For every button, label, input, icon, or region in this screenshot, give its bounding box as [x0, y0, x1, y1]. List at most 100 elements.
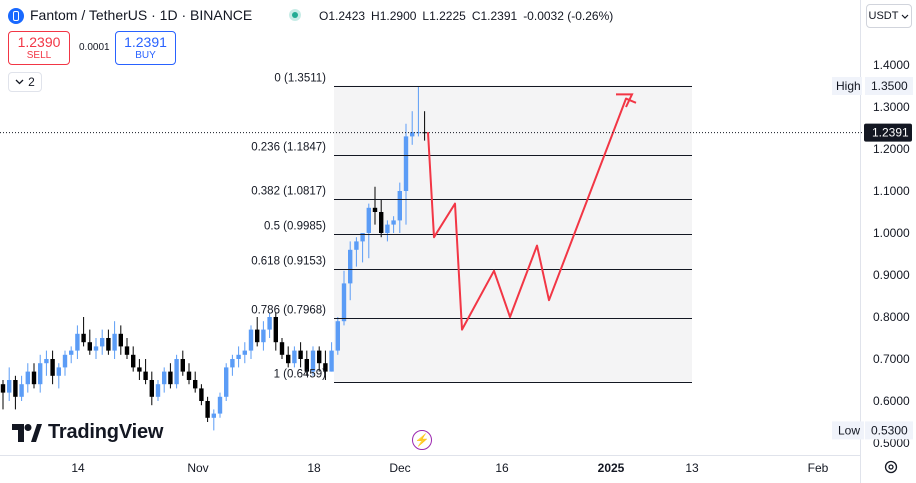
candle-body	[56, 367, 61, 376]
fib-level-label: 0.382 (1.0817)	[251, 186, 326, 198]
candle	[273, 312, 278, 351]
x-tick-label: Feb	[808, 461, 829, 475]
candle-body	[174, 359, 179, 385]
candle	[93, 338, 99, 359]
tradingview-logo-icon	[12, 423, 42, 442]
candle-body	[403, 136, 409, 191]
candle	[248, 325, 254, 359]
currency-selector[interactable]: USDT	[866, 4, 912, 28]
sell-button[interactable]: 1.2390 SELL	[8, 31, 70, 65]
candle	[217, 392, 223, 418]
tradingview-logo[interactable]: TradingView	[12, 421, 163, 444]
candle	[69, 346, 74, 364]
candle	[304, 350, 309, 376]
candle-body	[236, 354, 241, 359]
candle-body	[162, 371, 167, 385]
candle-body	[298, 350, 303, 359]
lightning-icon[interactable]: ⚡	[412, 430, 432, 450]
candle	[416, 86, 421, 137]
candle	[397, 182, 402, 233]
buy-button[interactable]: 1.2391 BUY	[115, 31, 176, 65]
high-marker-label: High	[836, 79, 861, 93]
candle	[193, 371, 198, 393]
candle	[124, 338, 130, 359]
candle-body	[348, 249, 353, 284]
high-marker-value: 1.3500	[871, 79, 908, 93]
candle-body	[186, 371, 192, 380]
candle	[168, 363, 173, 389]
candle-body	[31, 371, 37, 385]
candle-body	[397, 191, 402, 221]
candle	[422, 111, 427, 141]
candle	[7, 367, 12, 401]
candle-body	[379, 212, 384, 233]
y-tick-label: 0.6000	[873, 394, 910, 408]
candle	[224, 363, 229, 401]
x-tick-label: 2025	[598, 461, 625, 475]
candle-body	[292, 350, 297, 364]
candle-body	[137, 367, 142, 372]
candle	[180, 350, 185, 376]
candle-body	[416, 132, 421, 134]
fib-level-label: 0.786 (0.7968)	[251, 305, 326, 317]
y-tick-label: 1.1000	[873, 184, 910, 198]
candle-body	[310, 350, 316, 372]
low-marker-label: Low	[838, 423, 860, 437]
candle	[186, 363, 192, 385]
candle-body	[385, 224, 390, 233]
candle-body	[50, 359, 55, 376]
candle-body	[100, 338, 105, 347]
candle-body	[180, 359, 185, 372]
candle	[131, 346, 136, 372]
candle	[391, 216, 396, 233]
fib-level-label: 0.5 (0.9985)	[264, 221, 326, 233]
ohlc-change: -0.0032 (-0.26%)	[523, 9, 614, 23]
last-price-value: 1.2391	[872, 126, 909, 140]
ohlc-open: O1.2423	[319, 9, 366, 23]
candle-body	[341, 283, 347, 322]
candle-body	[255, 329, 260, 343]
x-tick-label: 14	[71, 461, 85, 475]
candle-body	[118, 333, 123, 347]
candle-body	[261, 329, 266, 343]
indicators-toggle[interactable]: 2	[8, 72, 42, 92]
y-tick-label: 1.0000	[873, 226, 910, 240]
candle	[13, 375, 18, 410]
y-tick-label: 1.4000	[873, 58, 910, 72]
symbol-title[interactable]: Fantom / TetherUS · 1D · BINANCE	[30, 7, 253, 23]
candle-body	[75, 333, 80, 351]
candle-body	[124, 346, 130, 355]
candle	[56, 363, 61, 389]
low-marker-bg	[832, 421, 864, 440]
candle-body	[25, 371, 30, 385]
logo-text: TradingView	[48, 421, 164, 443]
candle-body	[366, 207, 371, 233]
candle-body	[131, 354, 136, 368]
candle	[106, 329, 111, 355]
candle	[31, 363, 37, 389]
y-tick-label: 0.9000	[873, 268, 910, 282]
candle-body	[13, 380, 18, 397]
candle-body	[93, 346, 99, 351]
fib-level-label: 0.618 (0.9153)	[251, 256, 326, 268]
sell-label: SELL	[26, 50, 52, 61]
candle	[348, 241, 353, 301]
candle	[50, 350, 55, 385]
ohlc-low: L1.2225	[422, 9, 466, 23]
candle	[112, 321, 117, 359]
settings-icon[interactable]	[884, 460, 898, 474]
candle	[44, 350, 49, 376]
candle-body	[7, 380, 12, 393]
y-tick-label: 1.2000	[873, 142, 910, 156]
candle-body	[87, 342, 92, 351]
projection-path	[427, 97, 637, 331]
candle	[385, 220, 390, 242]
y-tick-label: 1.3000	[873, 100, 910, 114]
candle-body	[391, 220, 396, 225]
candle-body	[44, 359, 49, 364]
candle	[75, 325, 80, 359]
candle-body	[155, 384, 161, 397]
candle	[354, 237, 359, 267]
candle	[236, 346, 241, 368]
